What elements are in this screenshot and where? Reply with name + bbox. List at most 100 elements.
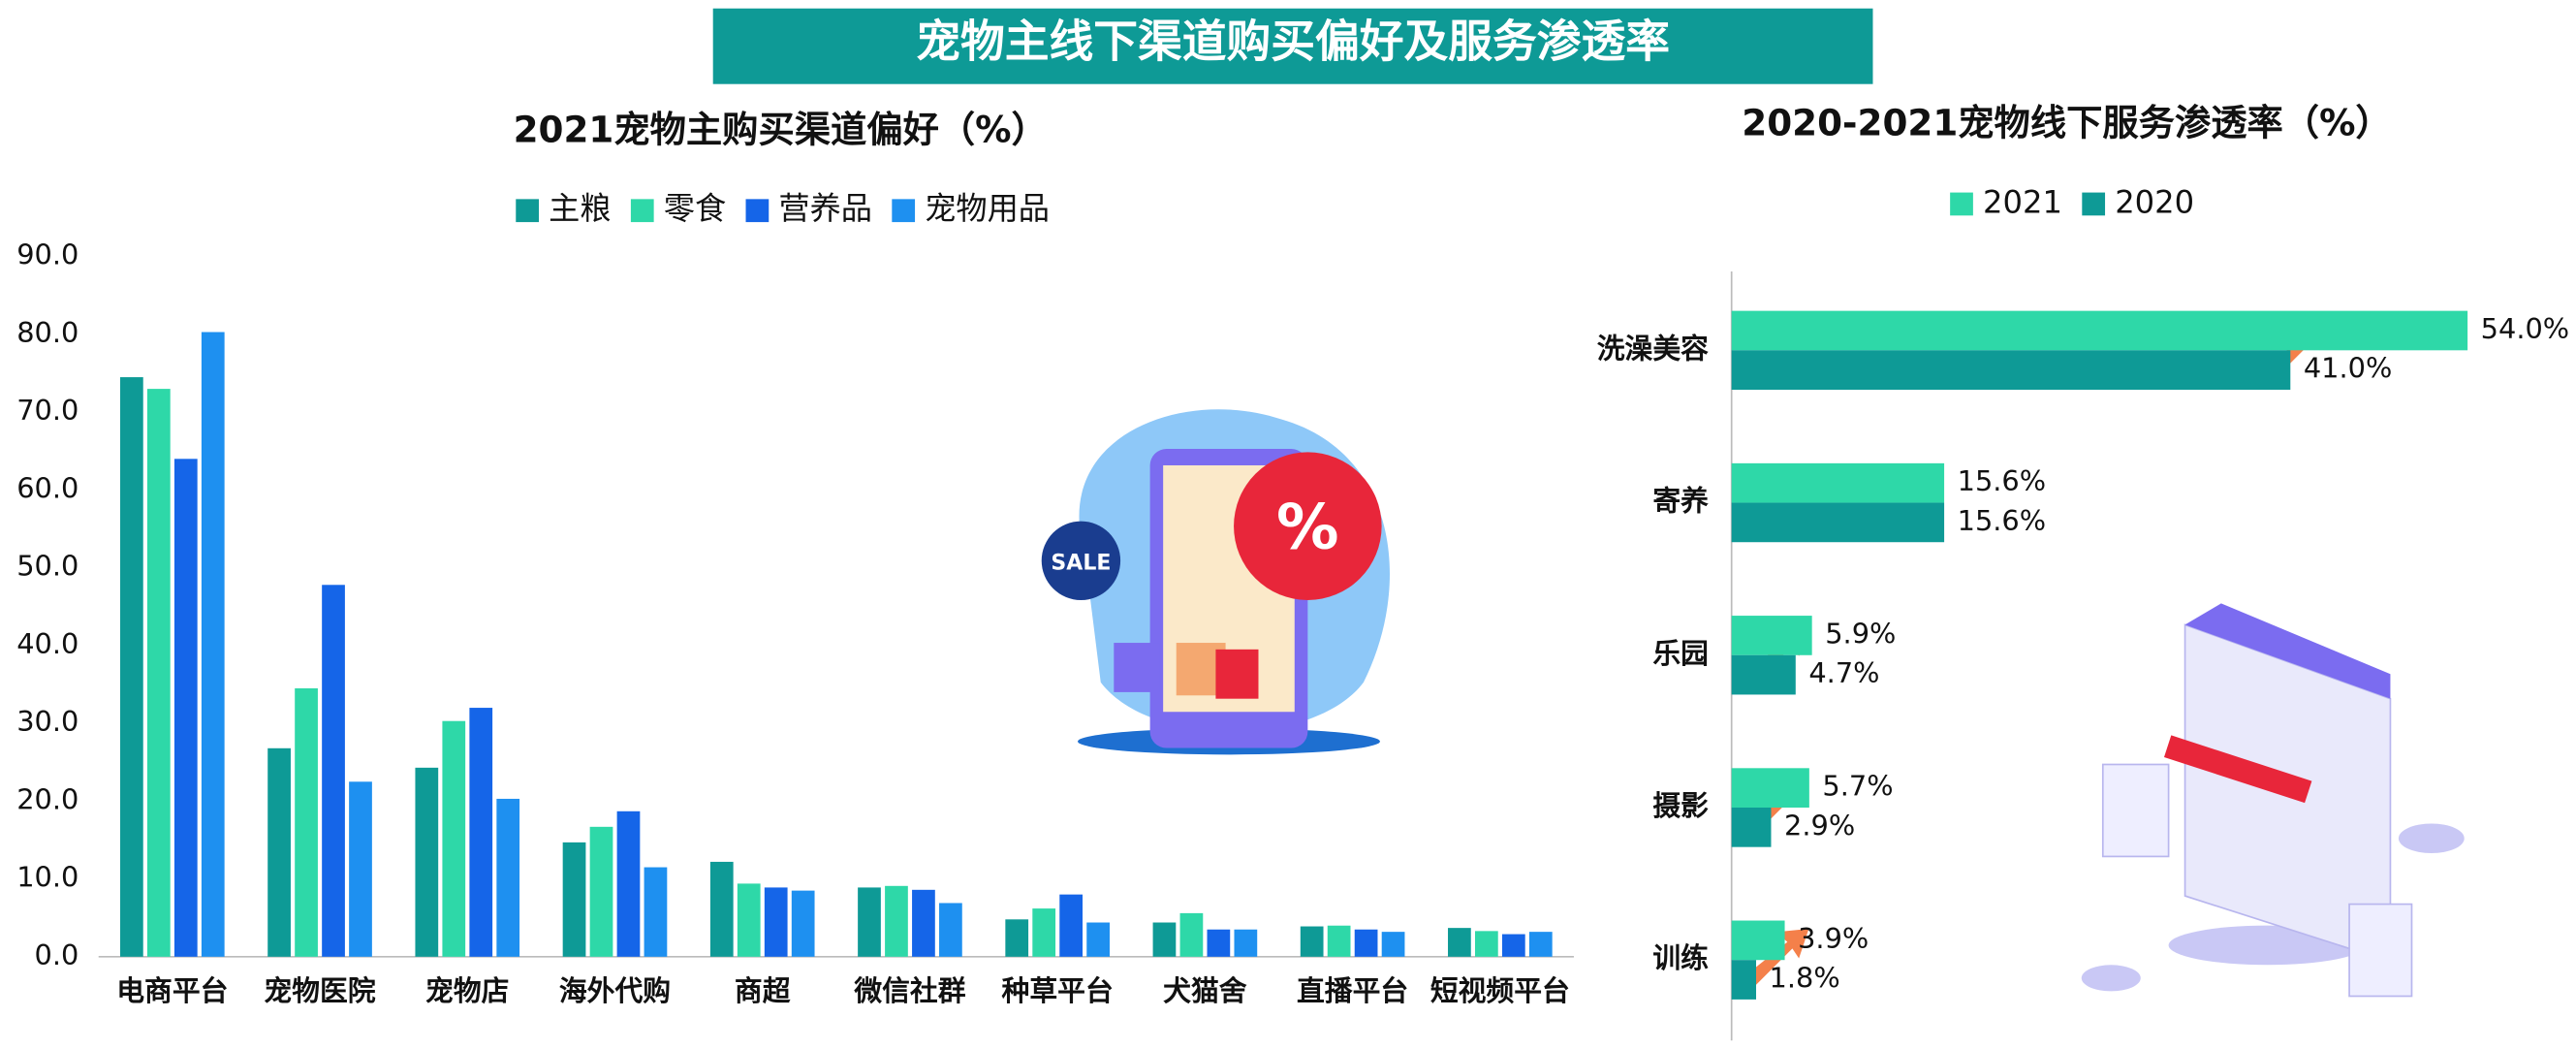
bar (415, 767, 439, 957)
bar (1731, 768, 1809, 808)
bar (1448, 928, 1471, 957)
data-label: 41.0% (2304, 352, 2392, 385)
x-tick-label: 直播平台 (1297, 974, 1408, 1007)
bar (1381, 932, 1405, 957)
bar (1731, 920, 1785, 961)
bar (737, 883, 761, 957)
bar (858, 887, 881, 957)
data-label: 54.0% (2481, 312, 2569, 345)
bar (791, 890, 815, 957)
legend-swatch (1950, 192, 1973, 216)
bar (1731, 807, 1772, 847)
bar (1731, 350, 2291, 390)
legend-swatch (745, 199, 770, 223)
bar (322, 585, 345, 957)
legend-swatch (516, 199, 540, 223)
bar (885, 885, 908, 957)
bar (562, 842, 586, 957)
data-label: 5.7% (1822, 770, 1893, 803)
bar (201, 332, 225, 957)
y-tick-label: 40.0 (16, 627, 79, 660)
bar (1731, 502, 1945, 543)
svg-text:SALE: SALE (1051, 552, 1111, 576)
y-tick-label: 训练 (1652, 941, 1709, 974)
y-tick-label: 洗澡美容 (1597, 332, 1709, 365)
legend-label: 2020 (2115, 183, 2194, 220)
bar (1528, 932, 1553, 957)
y-tick-label: 寄养 (1652, 485, 1709, 518)
x-tick-label: 短视频平台 (1430, 974, 1570, 1007)
bar (1731, 616, 1812, 655)
store-illustration (2081, 603, 2465, 998)
bar (616, 811, 641, 957)
data-label: 2.9% (1784, 809, 1855, 842)
shopping-illustration: % SALE (1041, 409, 1391, 755)
legend-label: 2021 (1983, 183, 2062, 220)
legend-swatch (892, 199, 916, 223)
bar (939, 903, 962, 957)
banner-title: 宠物主线下渠道购买偏好及服务渗透率 (916, 16, 1670, 68)
x-tick-label: 宠物店 (425, 974, 509, 1007)
data-label: 3.9% (1798, 922, 1869, 955)
x-tick-label: 电商平台 (116, 974, 228, 1007)
bar (644, 867, 668, 957)
x-tick-label: 海外代购 (559, 974, 671, 1007)
bar (1474, 931, 1498, 957)
bar (709, 861, 734, 957)
bar (1152, 922, 1177, 957)
data-label: 1.8% (1770, 962, 1840, 995)
bar (442, 720, 466, 957)
x-tick-label: 宠物医院 (264, 974, 375, 1007)
chart-title: 2021宠物主购买渠道偏好（%） (514, 108, 1048, 150)
bar (1731, 310, 2468, 351)
y-tick-label: 20.0 (16, 782, 79, 815)
data-label: 4.7% (1808, 656, 1879, 689)
chart-title: 2020-2021宠物线下服务渗透率（%） (1742, 102, 2391, 144)
bar (912, 889, 935, 957)
bar (349, 781, 372, 957)
y-tick-label: 90.0 (16, 238, 79, 271)
y-tick-label: 0.0 (35, 938, 79, 971)
banner (712, 8, 1873, 84)
bar (1234, 929, 1258, 957)
bar (120, 377, 143, 957)
bar (496, 798, 520, 957)
bar (295, 688, 318, 957)
bar (1731, 654, 1796, 695)
legend-label: 宠物用品 (925, 190, 1050, 227)
x-tick-label: 种草平台 (1002, 974, 1114, 1007)
x-tick-label: 微信社群 (853, 974, 965, 1007)
bar (1086, 922, 1110, 957)
data-label: 15.6% (1958, 464, 2046, 497)
y-tick-label: 乐园 (1652, 637, 1709, 670)
bar (1032, 908, 1056, 957)
bar (1300, 926, 1324, 957)
legend-swatch (2082, 192, 2106, 216)
bar (1207, 929, 1231, 957)
bar (764, 887, 788, 957)
legend-label: 主粮 (549, 190, 611, 227)
y-tick-label: 摄影 (1652, 789, 1709, 822)
data-label: 15.6% (1958, 504, 2046, 537)
bar (1731, 960, 1757, 1000)
legend-label: 零食 (664, 190, 726, 227)
legend-swatch (630, 199, 654, 223)
bar (1354, 929, 1378, 957)
bar (1731, 462, 1945, 503)
bar (1005, 919, 1029, 957)
legend-label: 营养品 (778, 190, 872, 227)
bar (267, 747, 291, 957)
y-tick-label: 70.0 (16, 394, 79, 427)
bar (469, 708, 493, 957)
bar (1327, 925, 1351, 957)
y-tick-label: 50.0 (16, 550, 79, 583)
svg-text:%: % (1276, 491, 1339, 563)
bar (173, 459, 198, 957)
bar (589, 826, 613, 957)
bar (1059, 894, 1084, 957)
y-tick-label: 60.0 (16, 471, 79, 504)
y-tick-label: 10.0 (16, 861, 79, 894)
bar (1179, 912, 1204, 957)
